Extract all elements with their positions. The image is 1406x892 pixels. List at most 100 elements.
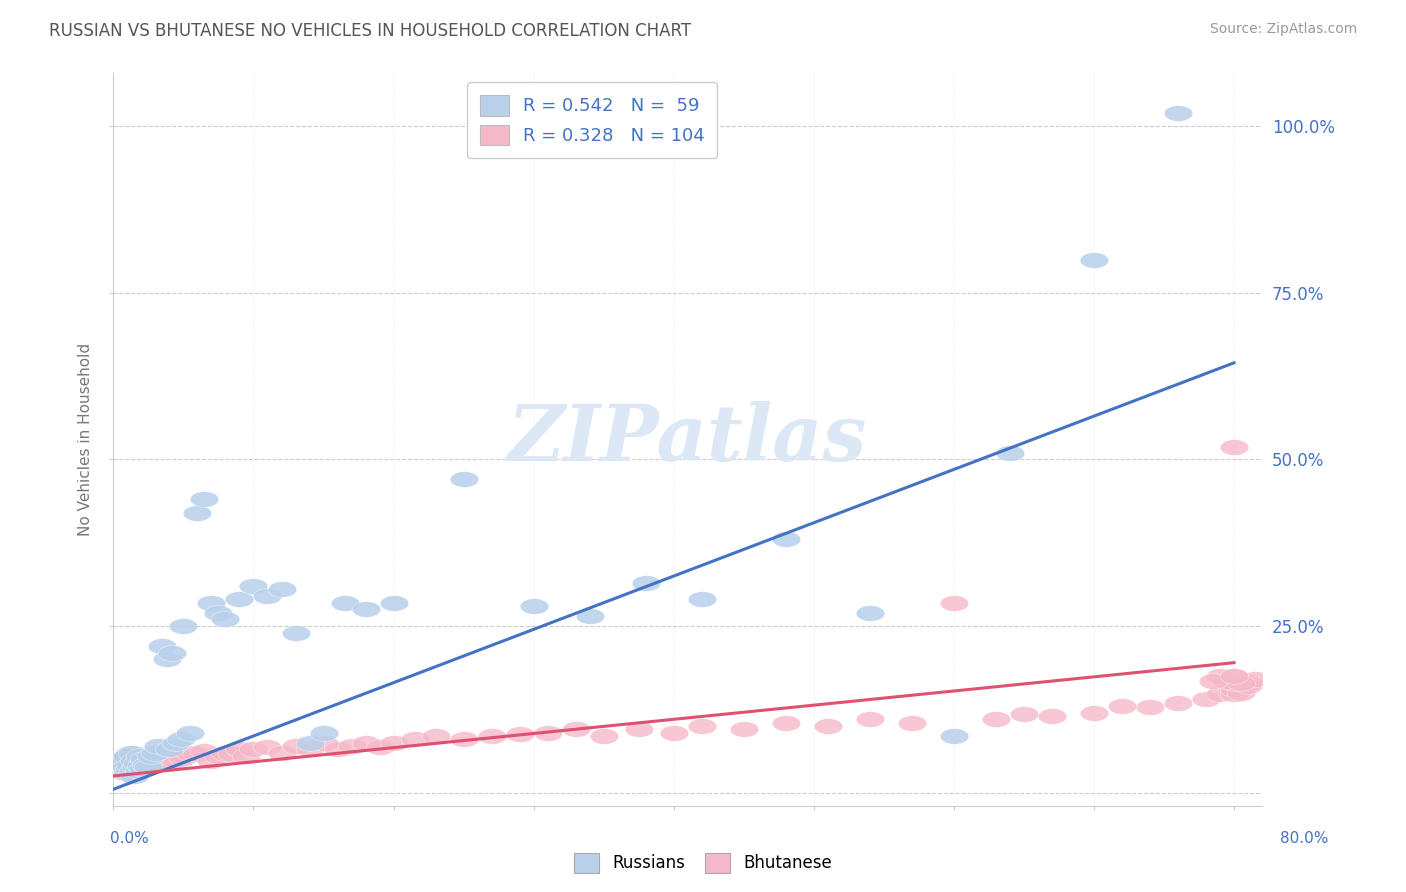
Point [121,746,143,760]
Point [112,752,135,766]
Point [200,754,222,768]
Point [159,756,181,770]
Point [124,769,146,783]
Point [141,746,163,760]
Point [312,736,335,750]
Point [127,760,149,774]
Point [138,748,160,763]
Point [172,751,194,765]
Point [1237,679,1260,693]
Point [117,748,139,763]
Point [1083,706,1105,720]
Point [117,762,139,776]
Point [124,759,146,773]
Point [121,767,143,781]
Text: RUSSIAN VS BHUTANESE NO VEHICLES IN HOUSEHOLD CORRELATION CHART: RUSSIAN VS BHUTANESE NO VEHICLES IN HOUS… [49,22,692,40]
Point [340,739,363,753]
Point [186,747,208,761]
Y-axis label: No Vehicles in Household: No Vehicles in Household [79,343,93,536]
Point [333,596,356,610]
Point [453,732,475,747]
Point [298,742,321,756]
Point [942,596,965,610]
Point [284,739,307,753]
Point [114,765,136,780]
Point [284,625,307,640]
Point [193,492,215,507]
Point [136,760,159,774]
Point [162,646,184,660]
Point [256,740,278,755]
Point [1223,682,1246,697]
Point [1216,673,1239,688]
Point [1223,687,1246,701]
Point [690,719,713,733]
Point [1244,673,1267,687]
Point [207,748,229,763]
Point [1202,673,1225,688]
Point [142,754,165,768]
Text: 0.0%: 0.0% [110,831,149,847]
Point [481,729,503,743]
Point [156,652,179,666]
Point [221,747,243,761]
Point [425,729,447,743]
Point [354,602,377,616]
Point [118,762,141,776]
Point [1223,669,1246,683]
Point [523,599,546,613]
Point [1237,675,1260,690]
Point [135,752,157,766]
Point [228,592,250,607]
Point [169,732,191,747]
Point [984,712,1007,726]
Point [200,596,222,610]
Point [235,748,257,763]
Point [312,725,335,739]
Point [125,754,148,768]
Point [368,740,391,755]
Legend: Russians, Bhutanese: Russians, Bhutanese [567,847,839,880]
Point [122,751,145,765]
Point [207,606,229,620]
Point [127,748,149,763]
Point [901,715,924,730]
Point [112,762,135,776]
Point [120,757,142,772]
Point [859,606,882,620]
Point [537,725,560,739]
Point [270,746,292,760]
Point [110,759,132,773]
Point [326,742,349,756]
Point [118,764,141,779]
Point [121,760,143,774]
Point [1223,441,1246,455]
Point [214,612,236,626]
Point [242,742,264,756]
Point [186,506,208,520]
Point [135,757,157,772]
Point [165,754,187,768]
Point [129,757,152,772]
Point [124,754,146,768]
Point [134,759,156,773]
Point [942,729,965,743]
Point [150,747,173,761]
Point [132,762,155,776]
Point [129,748,152,763]
Point [627,723,650,737]
Point [128,764,150,779]
Legend: R = 0.542   N =  59, R = 0.328   N = 104: R = 0.542 N = 59, R = 0.328 N = 104 [467,82,717,158]
Point [1139,700,1161,714]
Text: ZIPatlas: ZIPatlas [508,401,868,478]
Point [131,760,153,774]
Point [156,748,179,763]
Point [578,609,600,624]
Point [214,746,236,760]
Point [131,759,153,773]
Point [148,739,170,753]
Point [114,756,136,770]
Point [145,746,167,760]
Point [145,751,167,765]
Point [1209,687,1232,701]
